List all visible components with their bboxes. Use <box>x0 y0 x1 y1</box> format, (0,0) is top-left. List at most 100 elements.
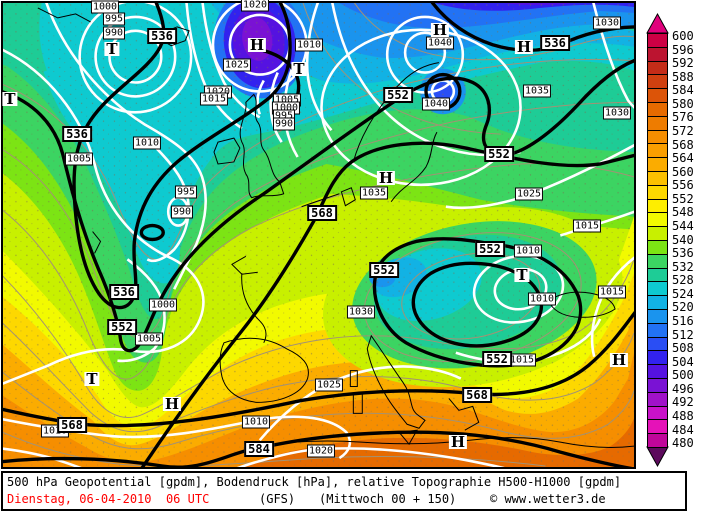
colorbar-value: 500 <box>672 368 694 383</box>
pressure-label: 995 <box>102 12 126 26</box>
colorbar-value: 600 <box>672 29 694 43</box>
colorbar-cell <box>647 419 668 435</box>
colorbar-value: 488 <box>672 408 694 423</box>
geopotential-label: 584 <box>244 441 274 457</box>
caption-box: 500 hPa Geopotential [gpdm], Bodendruck … <box>1 471 687 511</box>
low-center-symbol: T <box>104 40 120 58</box>
colorbar-value: 576 <box>672 110 694 125</box>
colorbar-value: 596 <box>672 42 694 57</box>
pressure-label: 1035 <box>522 84 552 98</box>
colorbar-cell <box>647 391 668 407</box>
pressure-label: 1010 <box>132 136 162 150</box>
colorbar-value: 588 <box>672 69 694 84</box>
pressure-label: 1025 <box>514 187 544 201</box>
high-center-symbol: H <box>376 169 396 187</box>
colorbar-cell <box>647 433 668 448</box>
pressure-label: 1030 <box>592 16 622 30</box>
colorbar-value: 564 <box>672 151 694 166</box>
high-center-symbol: H <box>430 21 450 39</box>
pressure-label: 990 <box>102 26 126 40</box>
colorbar-cell <box>647 102 668 117</box>
colorbar-cell <box>647 33 668 48</box>
pressure-label: 1015 <box>572 219 602 233</box>
caption-model: (GFS) <box>259 492 296 506</box>
geopotential-label: 536 <box>109 284 139 300</box>
pressure-label: 1025 <box>314 378 344 392</box>
geopotential-label: 552 <box>484 146 514 162</box>
colorbar-cell <box>647 143 668 159</box>
caption-title: 500 hPa Geopotential [gpdm], Bodendruck … <box>7 475 622 489</box>
colorbar-cell <box>647 295 668 310</box>
colorbar-cell <box>647 129 668 145</box>
colorbar-cell <box>647 253 668 269</box>
pressure-label: 1010 <box>294 38 324 52</box>
colorbar-value: 484 <box>672 422 694 437</box>
colorbar-cell <box>647 46 668 62</box>
colorbar-value: 544 <box>672 218 694 233</box>
pressure-label: 1010 <box>513 244 543 258</box>
map-field <box>3 3 634 467</box>
geopotential-label: 552 <box>369 262 399 278</box>
colorbar-value: 580 <box>672 96 694 111</box>
colorbar-cell <box>647 60 668 76</box>
colorbar-value: 552 <box>672 191 694 206</box>
colorbar-cell <box>647 171 668 186</box>
high-center-symbol: H <box>448 433 468 451</box>
caption-datetime: Dienstag, 06-04-2010 06 UTC <box>7 492 210 506</box>
colorbar-cell <box>647 74 668 90</box>
geopotential-label: 568 <box>57 417 87 433</box>
pressure-label: 1005 <box>64 152 94 166</box>
colorbar-value: 504 <box>672 354 694 369</box>
pressure-label: 1015 <box>507 353 537 367</box>
colorbar-value: 528 <box>672 273 694 288</box>
pressure-label: 1010 <box>241 415 271 429</box>
pressure-label: 1005 <box>134 332 164 346</box>
colorbar-cell <box>647 336 668 352</box>
colorbar-value: 572 <box>672 123 694 138</box>
colorbar-cell <box>647 226 668 241</box>
colorbar-value: 480 <box>672 436 694 451</box>
colorbar-cell <box>647 267 668 283</box>
geopotential-label: 536 <box>540 35 570 51</box>
colorbar-value: 568 <box>672 137 694 152</box>
colorbar-value: 536 <box>672 246 694 261</box>
geopotential-label: 552 <box>383 87 413 103</box>
low-center-symbol: T <box>291 60 307 78</box>
colorbar-value: 512 <box>672 327 694 342</box>
low-center-symbol: T <box>84 370 100 388</box>
colorbar-value: 548 <box>672 205 694 220</box>
high-center-symbol: H <box>514 38 534 56</box>
geopotential-label: 552 <box>107 319 137 335</box>
pressure-label: 995 <box>174 185 198 199</box>
colorbar-value: 560 <box>672 164 694 179</box>
colorbar-arrow-down <box>646 446 669 468</box>
geopotential-label: 552 <box>482 351 512 367</box>
pressure-label: 1015 <box>199 92 229 106</box>
colorbar-cell <box>647 350 668 366</box>
pressure-label: 990 <box>170 205 194 219</box>
colorbar-cell <box>647 309 668 324</box>
colorbar-value: 540 <box>672 232 694 247</box>
colorbar-value: 520 <box>672 300 694 315</box>
pressure-label: 1015 <box>597 285 627 299</box>
colorbar-value: 496 <box>672 381 694 396</box>
colorbar-value: 556 <box>672 178 694 193</box>
low-center-symbol: T <box>514 266 530 284</box>
high-center-symbol: H <box>162 395 182 413</box>
colorbar-arrow-up <box>646 12 669 34</box>
pressure-label: 1030 <box>602 106 632 120</box>
map-panel: 1000995990102010251020101510101005100099… <box>1 0 636 469</box>
pressure-label: 1020 <box>306 444 336 458</box>
colorbar-cell <box>647 184 668 200</box>
colorbar-cell <box>647 212 668 228</box>
geopotential-label: 536 <box>147 28 177 44</box>
colorbar-cell <box>647 198 668 214</box>
colorbar-value: 532 <box>672 259 694 274</box>
map-labels-layer: 1000995990102010251020101510101005100099… <box>2 0 634 467</box>
colorbar-cell <box>647 240 668 255</box>
geopotential-label: 536 <box>62 126 92 142</box>
colorbar-cell <box>647 157 668 172</box>
colorbar-cell <box>647 405 668 421</box>
colorbar: 600 596 592 588 584 580 576 572 568 564 560 556 552 5… <box>646 0 704 470</box>
colorbar-cell <box>647 281 668 297</box>
